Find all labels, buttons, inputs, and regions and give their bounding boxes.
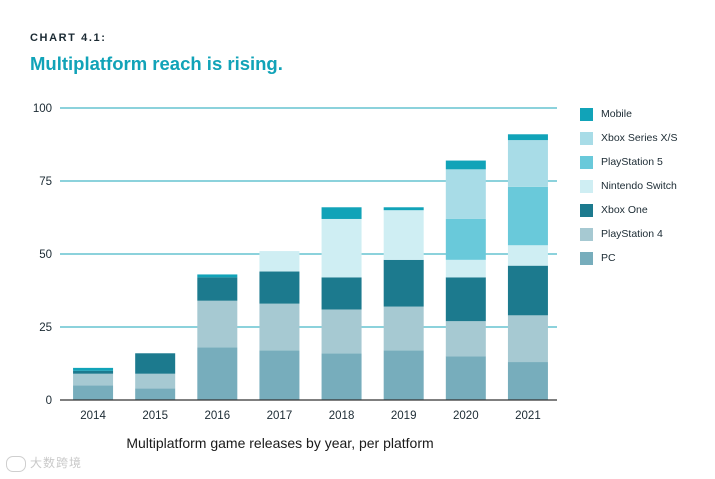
legend-label-xbox-series-x-s: Xbox Series X/S	[601, 132, 678, 144]
x-tick-label-2014: 2014	[80, 410, 106, 422]
legend-label-xbox-one: Xbox One	[601, 204, 648, 216]
bar-2016-playstation-4	[197, 300, 238, 348]
legend-label-pc: PC	[601, 252, 616, 264]
watermark-text: 大数跨境	[30, 456, 83, 470]
bar-2018-xbox-one	[321, 277, 362, 310]
bar-2020-nintendo-switch	[445, 259, 486, 278]
bar-2017-playstation-4	[259, 303, 300, 351]
x-tick-label-2021: 2021	[515, 410, 541, 422]
y-tick-label-50: 50	[39, 249, 52, 261]
bar-2018-nintendo-switch	[321, 218, 362, 278]
legend-swatch-pc	[580, 251, 593, 265]
legend: Mobile Xbox Series X/S PlayStation 5 Ninten…	[580, 102, 677, 270]
chart-caption: Multiplatform game releases by year, per…	[126, 435, 434, 451]
bar-2015-pc	[135, 388, 176, 400]
bar-2014-mobile	[73, 367, 114, 371]
watermark-logo-icon	[6, 455, 26, 472]
legend-swatch-nintendo-switch	[580, 179, 593, 193]
bar-2020-xbox-one	[445, 277, 486, 322]
legend-item-mobile: Mobile	[580, 102, 677, 126]
bar-2019-nintendo-switch	[383, 210, 424, 260]
bar-2014-pc	[73, 385, 114, 400]
bar-2018-pc	[321, 353, 362, 400]
bar-2015-playstation-4	[135, 373, 176, 389]
legend-item-playstation-5: PlayStation 5	[580, 150, 677, 174]
bar-2019-mobile	[383, 207, 424, 211]
bar-2018-mobile	[321, 207, 362, 219]
x-tick-label-2018: 2018	[329, 410, 355, 422]
legend-swatch-xbox-one	[580, 203, 593, 217]
bar-2017-pc	[259, 350, 300, 400]
bar-2016-pc	[197, 347, 238, 400]
bar-2021-playstation-5	[507, 186, 548, 246]
bar-2020-mobile	[445, 160, 486, 170]
bar-2018-playstation-4	[321, 309, 362, 354]
bar-2020-playstation-4	[445, 321, 486, 357]
legend-item-xbox-one: Xbox One	[580, 198, 677, 222]
legend-label-nintendo-switch: Nintendo Switch	[601, 180, 677, 192]
bar-2015-xbox-one	[135, 353, 176, 374]
bar-2021-playstation-4	[507, 315, 548, 363]
bar-2021-xbox-one	[507, 265, 548, 316]
x-tick-label-2017: 2017	[267, 410, 293, 422]
bar-2021-nintendo-switch	[507, 245, 548, 266]
bar-2021-xbox-series-x-s	[507, 140, 548, 187]
x-tick-label-2015: 2015	[142, 410, 168, 422]
legend-label-playstation-4: PlayStation 4	[601, 228, 663, 240]
y-tick-label-100: 100	[33, 103, 52, 115]
x-tick-label-2016: 2016	[205, 410, 231, 422]
bar-2016-mobile	[197, 274, 238, 278]
bar-2021-pc	[507, 362, 548, 400]
legend-swatch-xbox-series-x-s	[580, 131, 593, 145]
bar-2020-playstation-5	[445, 218, 486, 260]
bar-2014-xbox-one	[73, 370, 114, 374]
legend-swatch-playstation-4	[580, 227, 593, 241]
bar-2014-playstation-4	[73, 373, 114, 386]
legend-item-nintendo-switch: Nintendo Switch	[580, 174, 677, 198]
bar-2021-mobile	[507, 134, 548, 141]
bar-2020-xbox-series-x-s	[445, 169, 486, 219]
x-tick-label-2019: 2019	[391, 410, 417, 422]
legend-item-playstation-4: PlayStation 4	[580, 222, 677, 246]
legend-item-pc: PC	[580, 246, 677, 270]
bar-2019-pc	[383, 350, 424, 400]
bar-2017-xbox-one	[259, 271, 300, 304]
legend-label-mobile: Mobile	[601, 108, 632, 120]
legend-label-playstation-5: PlayStation 5	[601, 156, 663, 168]
bar-2017-nintendo-switch	[259, 251, 300, 272]
bar-2016-xbox-one	[197, 277, 238, 301]
watermark: 大数跨境	[6, 454, 82, 472]
legend-swatch-playstation-5	[580, 155, 593, 169]
bar-2019-xbox-one	[383, 259, 424, 307]
y-tick-label-25: 25	[39, 322, 52, 334]
y-tick-label-0: 0	[46, 395, 52, 407]
legend-item-xbox-series-x-s: Xbox Series X/S	[580, 126, 677, 150]
chart-title: Multiplatform reach is rising.	[30, 53, 283, 74]
chart-number: CHART 4.1:	[30, 32, 107, 44]
bar-2020-pc	[445, 356, 486, 400]
legend-swatch-mobile	[580, 107, 593, 121]
bar-2019-playstation-4	[383, 306, 424, 351]
y-tick-label-75: 75	[39, 176, 52, 188]
x-tick-label-2020: 2020	[453, 410, 479, 422]
